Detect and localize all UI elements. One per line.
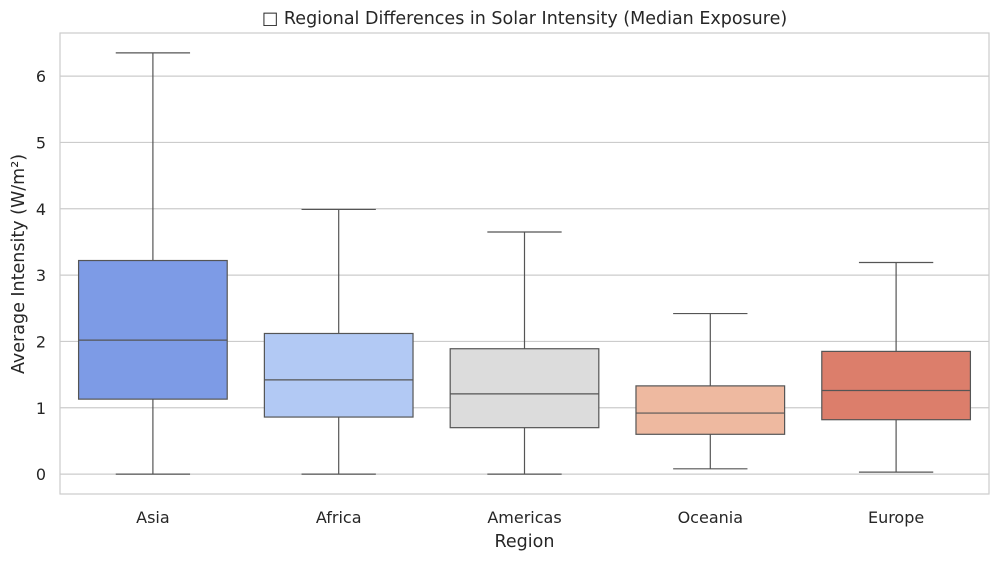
box-asia (77, 52, 228, 475)
box-oceania (635, 312, 786, 470)
iqr-box-africa (263, 332, 414, 418)
y-tick-label-1: 1 (36, 399, 46, 418)
y-tick-labels: 0 1 2 3 4 5 6 (36, 67, 46, 484)
x-tick-label-europe: Europe (868, 508, 924, 527)
iqr-box-americas (449, 348, 600, 429)
iqr-box-oceania (635, 385, 786, 435)
box-africa (263, 208, 414, 475)
y-axis-label: Average Intensity (W/m²) (9, 154, 29, 374)
iqr-box-asia (77, 259, 228, 400)
y-tick-label-3: 3 (36, 266, 46, 285)
box-europe (821, 261, 972, 473)
plot-frame (59, 32, 990, 495)
iqr-box-europe (821, 350, 972, 421)
x-tick-label-asia: Asia (136, 508, 170, 527)
x-tick-label-americas: Americas (487, 508, 561, 527)
x-tick-label-oceania: Oceania (678, 508, 743, 527)
y-tick-label-6: 6 (36, 67, 46, 86)
boxes-group (77, 52, 972, 475)
y-tick-label-5: 5 (36, 133, 46, 152)
x-axis-label: Region (495, 532, 555, 552)
y-tick-label-4: 4 (36, 200, 46, 219)
box-americas (449, 231, 600, 475)
y-tick-label-2: 2 (36, 332, 46, 351)
chart-title: □ Regional Differences in Solar Intensit… (262, 9, 787, 29)
x-tick-labels: Asia Africa Americas Oceania Europe (136, 508, 924, 527)
x-tick-label-africa: Africa (316, 508, 362, 527)
y-tick-label-0: 0 (36, 465, 46, 484)
